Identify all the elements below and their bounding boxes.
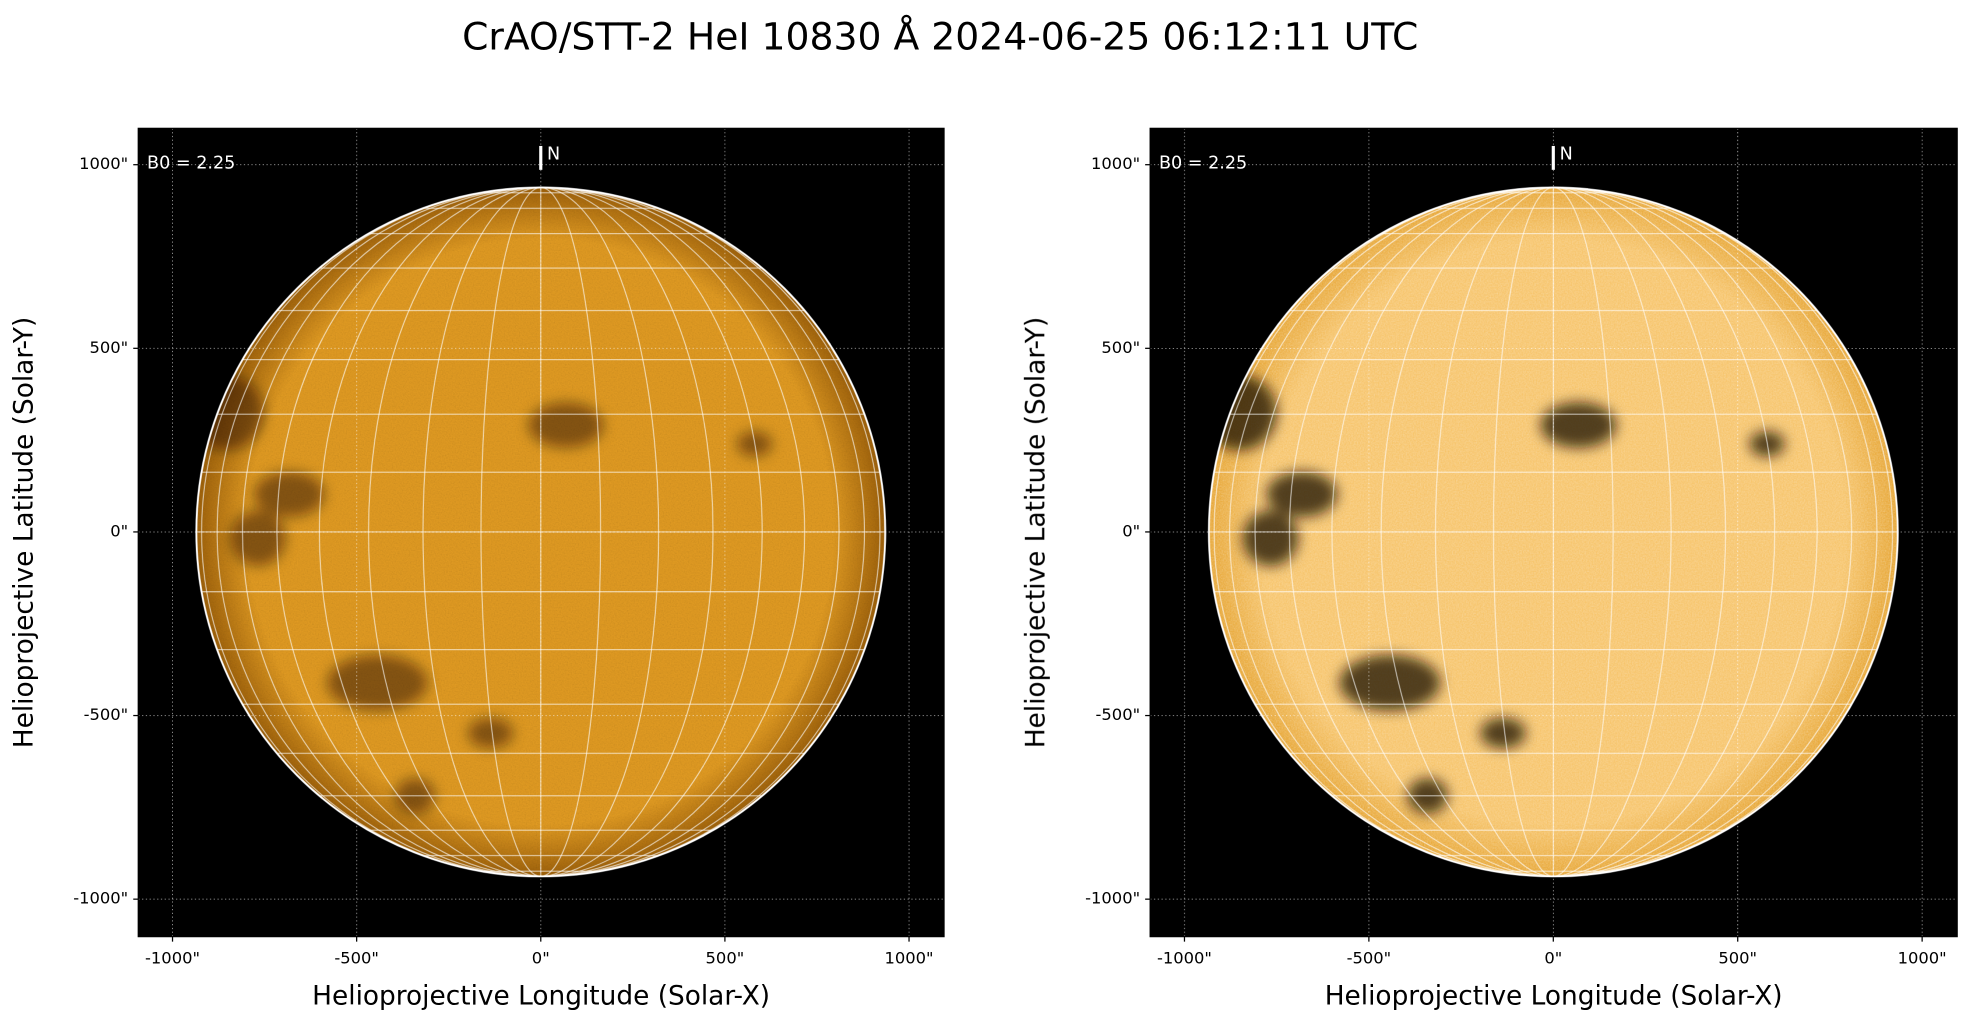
- figure-title: CrAO/STT-2 HeI 10830 Å 2024-06-25 06:12:…: [462, 15, 1418, 59]
- axes-frame: [137, 127, 945, 938]
- y-tick-label: -500": [84, 705, 129, 724]
- filament: [1339, 655, 1441, 711]
- x-tick-label: 0": [532, 949, 550, 968]
- x-tick-label: -500": [334, 949, 379, 968]
- y-tick-label: 0": [110, 521, 128, 540]
- filament: [1242, 510, 1299, 566]
- x-axis-label: Helioprojective Longitude (Solar-X): [312, 981, 770, 1011]
- filament: [467, 717, 514, 749]
- filament: [528, 402, 604, 448]
- x-tick-label: 500": [706, 949, 745, 968]
- filament: [327, 655, 428, 711]
- y-tick-label: 500": [1101, 338, 1140, 357]
- y-tick-label: -1000": [73, 889, 128, 908]
- axes-frame: [1149, 127, 1958, 938]
- y-tick-label: 1000": [79, 154, 128, 173]
- x-tick-label: -1000": [145, 949, 200, 968]
- y-tick-label: 1000": [1091, 154, 1140, 173]
- dark-features: [1208, 374, 1785, 814]
- x-tick-label: 0": [1544, 949, 1562, 968]
- y-tick-label: -500": [1096, 705, 1141, 724]
- north-label: N: [1560, 145, 1573, 165]
- x-tick-label: 1000": [884, 949, 933, 968]
- filament: [1480, 717, 1526, 749]
- x-axis-label: Helioprojective Longitude (Solar-X): [1325, 981, 1783, 1011]
- image-panel: -1000" -500" 0" 500" 1000" -1000" -500" 0" 500" 1…: [1022, 127, 1958, 1011]
- annotation: B0 = 2.25: [147, 154, 235, 174]
- filament: [1540, 402, 1617, 448]
- filament: [254, 471, 325, 517]
- y-tick-label: 0": [1122, 521, 1140, 540]
- filament: [1266, 471, 1338, 517]
- north-label: N: [547, 145, 560, 165]
- y-axis-label: Helioprojective Latitude (Solar-Y): [10, 317, 40, 748]
- filament: [230, 510, 286, 566]
- y-tick-label: -1000": [1085, 889, 1140, 908]
- x-tick-label: 1000": [1898, 949, 1947, 968]
- annotation: B0 = 2.25: [1159, 154, 1247, 174]
- image-panel: -1000" -500" 0" 500" 1000" -1000" -500" 0" 500" 1…: [10, 127, 945, 1011]
- y-tick-label: 500": [90, 338, 129, 357]
- x-tick-label: -500": [1347, 949, 1392, 968]
- x-tick-label: -1000": [1157, 949, 1212, 968]
- y-axis-label: Helioprojective Latitude (Solar-Y): [1022, 317, 1052, 748]
- x-tick-label: 500": [1718, 949, 1757, 968]
